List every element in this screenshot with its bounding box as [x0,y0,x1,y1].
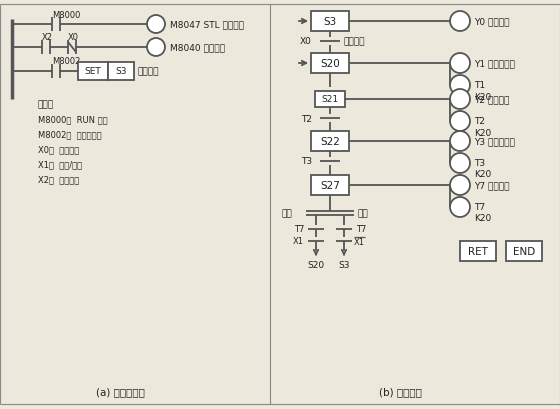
Bar [460,241,496,261]
Text: Y7 环状噴水: Y7 环状噴水 [474,181,510,190]
Text: X1: X1 [293,237,304,246]
Text: T2: T2 [301,114,312,123]
Text: T1: T1 [474,81,485,90]
Text: M8002：  初始化脉冲: M8002： 初始化脉冲 [38,130,101,139]
Text: M8047 STL 监视有效: M8047 STL 监视有效 [170,20,244,29]
Bar [311,132,349,152]
Text: M8040 禁止转移: M8040 禁止转移 [170,43,225,52]
Text: S20: S20 [320,59,340,69]
Text: (a) 初始化程序: (a) 初始化程序 [96,386,144,396]
Text: M8000：  RUN 监控: M8000： RUN 监控 [38,115,108,124]
Text: M8000: M8000 [52,11,81,20]
Text: T3: T3 [301,157,312,166]
Bar [311,175,349,196]
Text: X2: X2 [42,34,53,43]
Text: M8002: M8002 [52,57,81,66]
Text: S3: S3 [115,67,127,76]
Text: X0：  启动按鈕: X0： 启动按鈕 [38,145,80,154]
Circle shape [450,90,470,110]
Text: 单周: 单周 [358,209,368,218]
Text: K20: K20 [474,170,491,179]
Text: Y1 中央指示灯: Y1 中央指示灯 [474,59,515,68]
Bar [506,241,542,261]
Bar [78,63,108,81]
Circle shape [147,39,165,57]
Text: (b) 控制程序: (b) 控制程序 [379,386,422,396]
Text: S27: S27 [320,180,340,191]
Circle shape [147,16,165,34]
Text: S22: S22 [320,137,340,147]
Text: 连续: 连续 [281,209,292,218]
Text: RET: RET [468,246,488,256]
Text: S3: S3 [338,261,350,270]
Text: S20: S20 [307,261,325,270]
Bar [315,92,345,108]
Text: T2: T2 [474,117,485,126]
Text: 说明：: 说明： [38,100,54,109]
Text: X0: X0 [300,37,312,46]
Text: T7: T7 [474,203,485,212]
Text: X2：  步进运行: X2： 步进运行 [38,175,80,184]
Text: X1: X1 [354,238,365,247]
Text: 启动按鈕: 启动按鈕 [344,37,366,46]
Text: K20: K20 [474,128,491,137]
Text: SET: SET [85,67,101,76]
Text: T3: T3 [474,159,485,168]
Bar [108,63,134,81]
Text: END: END [513,246,535,256]
Text: Y0 待机显示: Y0 待机显示 [474,18,510,27]
Circle shape [450,54,470,74]
Text: Y3 环状指示灯: Y3 环状指示灯 [474,137,515,146]
Bar [311,12,349,32]
Text: Y2 中央噴水: Y2 中央噴水 [474,95,510,104]
Text: T7: T7 [293,225,304,234]
Circle shape [450,12,470,32]
Circle shape [450,198,470,218]
Text: S3: S3 [323,17,337,27]
Bar [311,54,349,74]
Circle shape [450,112,470,132]
Text: T7: T7 [356,225,366,234]
Circle shape [450,132,470,152]
Circle shape [450,154,470,173]
Circle shape [450,175,470,196]
Text: K20: K20 [474,214,491,223]
Text: X1：  连续/单周: X1： 连续/单周 [38,160,82,169]
Text: K20: K20 [474,92,491,101]
Text: S21: S21 [321,95,339,104]
Text: X0: X0 [68,34,79,43]
Text: 初始状态: 初始状态 [138,67,160,76]
Circle shape [450,76,470,96]
